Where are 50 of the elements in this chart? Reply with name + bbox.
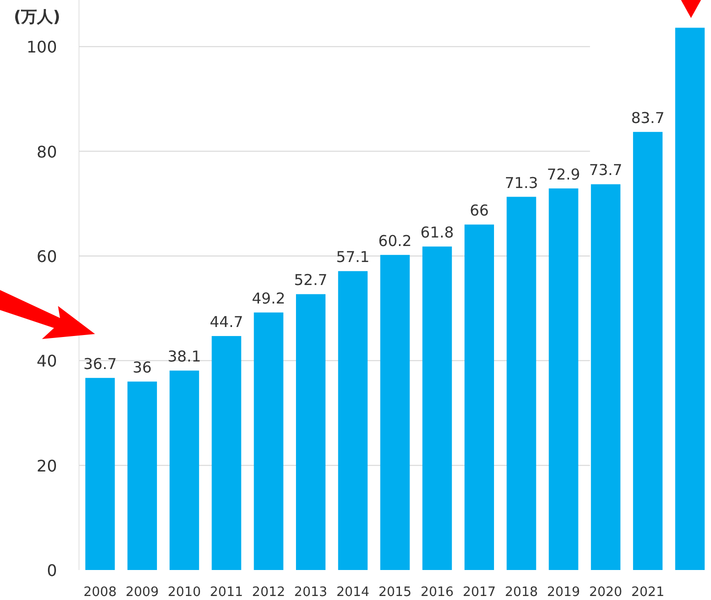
data-label: 72.9	[546, 165, 580, 184]
y-tick-label: 100	[26, 38, 57, 57]
x-tick-label: 2017	[462, 585, 496, 600]
bar	[338, 271, 368, 570]
y-tick-label: 0	[46, 561, 57, 580]
x-tick-label: 2015	[378, 585, 412, 600]
bar	[633, 132, 663, 570]
bar	[380, 254, 410, 570]
data-label: 57.1	[336, 248, 370, 266]
x-tick-label: 2016	[420, 585, 454, 600]
data-label: 60.2	[378, 232, 412, 250]
data-label: 52.7	[294, 271, 328, 290]
data-label: 49.2	[252, 289, 286, 308]
data-label: 36.7	[83, 354, 117, 373]
data-label: 44.7	[210, 313, 244, 332]
bar	[675, 28, 705, 570]
data-label: 36	[132, 358, 152, 377]
data-label: 38.1	[168, 348, 202, 366]
data-label: 83.7	[631, 108, 665, 127]
bar	[296, 294, 326, 570]
y-tick-label: 20	[36, 456, 57, 476]
x-tick-label: 2019	[546, 585, 580, 600]
bar	[127, 382, 157, 570]
x-tick-label: 2008	[84, 585, 117, 600]
bar	[590, 184, 620, 570]
x-tick-label: 2013	[294, 585, 328, 600]
x-tick-label: 2009	[126, 585, 159, 600]
bar	[212, 336, 242, 570]
x-tick-label: 2020	[589, 585, 622, 600]
bar	[464, 224, 494, 570]
data-label: 61.8	[420, 224, 454, 242]
bar	[85, 378, 115, 570]
data-label: 71.3	[504, 174, 538, 192]
x-tick-label: 2011	[210, 585, 244, 600]
x-tick-label: 2014	[336, 585, 370, 600]
x-tick-label: 2018	[504, 585, 538, 600]
x-tick-label: 2010	[168, 585, 201, 600]
bar	[422, 246, 452, 570]
y-tick-label: 80	[36, 142, 57, 162]
bar	[170, 370, 200, 570]
x-tick-label: 2012	[252, 585, 286, 600]
bar	[548, 188, 578, 570]
y-tick-label: 60	[36, 246, 57, 266]
data-label: 66	[470, 202, 489, 220]
data-label: 73.7	[588, 161, 622, 180]
bar	[254, 312, 284, 570]
bar	[506, 196, 536, 570]
y-tick-label: 40	[36, 352, 57, 371]
x-tick-label: 2021	[631, 585, 664, 600]
y-axis-title: (万人)	[14, 7, 60, 26]
